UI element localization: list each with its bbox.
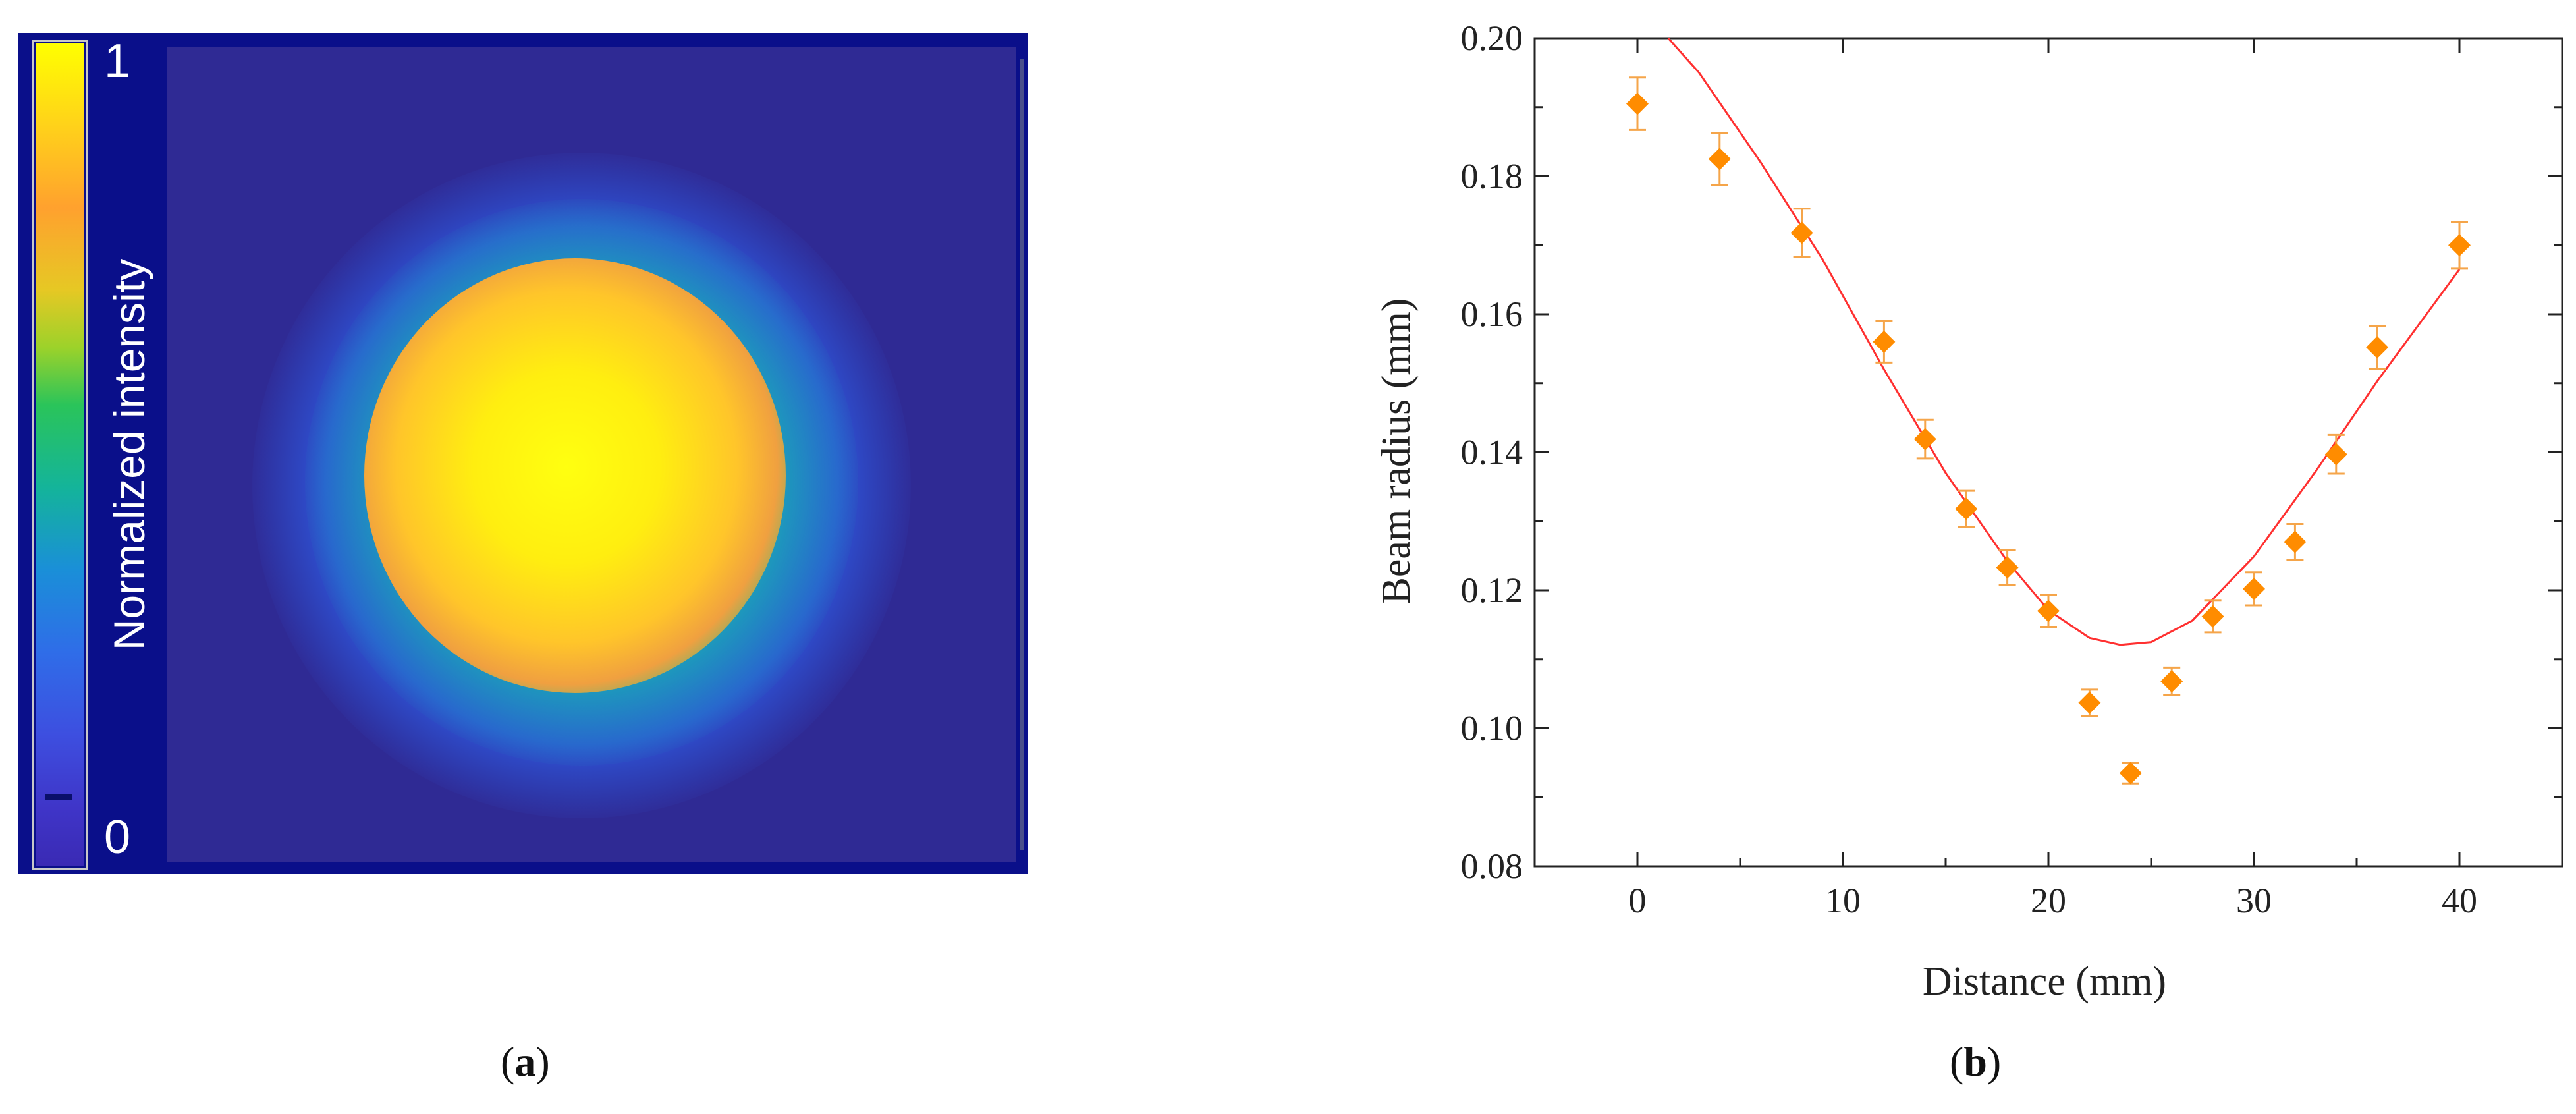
x-tick-label: 0 [1629,881,1647,920]
y-tick-label: 0.14 [1461,433,1523,472]
data-point [2366,336,2389,359]
caption-a-letter: a [514,1038,536,1085]
data-point [2201,605,2224,628]
data-point [2037,599,2060,623]
colorbar-marker [45,794,72,800]
colorbar-min-label: 0 [104,811,131,864]
beam-radius-chart: 0 10 20 30 40 0.08 0.10 0.12 0.14 0.16 0.18 0.20 Be… [1374,18,2563,1004]
intensity-heatmap [167,47,1016,862]
data-point [1790,221,1813,244]
image-frame-edge [1020,59,1024,850]
plot-area: 0 10 20 30 40 0.08 0.10 0.12 0.14 0.16 0.18 0.20 [1461,18,2563,920]
data-point [1873,330,1896,353]
data-point [1913,428,1936,451]
data-point [1708,148,1731,171]
x-tick-label: 20 [2031,881,2066,920]
colorbar [32,40,88,870]
y-tick-label: 0.10 [1461,709,1523,748]
data-point [2243,577,2265,600]
data-point [2284,530,2307,553]
x-axis-label: Distance (mm) [1923,959,2166,1004]
y-tick-label: 0.16 [1461,294,1523,334]
data-point [2448,234,2471,257]
heatmap-core [364,258,786,693]
data-point [2078,691,2101,714]
plot-frame [1533,37,2563,868]
caption-b: (b) [1950,1038,2002,1085]
beam-profile-image: 1 0 Normalized intensity [18,33,1028,874]
colorbar-title: Normalized intensity [105,258,153,651]
x-tick-label: 10 [1825,881,1861,920]
y-tick-label: 0.18 [1461,157,1523,196]
caption-a: (a) [501,1038,550,1085]
y-axis-label: Beam radius (mm) [1374,298,1419,605]
y-tick-label: 0.12 [1461,571,1523,610]
data-point [2324,443,2347,466]
x-tick-label: 40 [2442,881,2477,920]
data-point [1626,92,1649,115]
x-tick-label: 30 [2236,881,2272,920]
y-tick-label: 0.20 [1461,18,1523,58]
fit-curve [1667,38,2461,646]
data-point [1955,497,1978,520]
caption-b-letter: b [1963,1038,1987,1085]
data-point [2160,670,2183,693]
data-point [2119,762,2142,785]
y-tick-label: 0.08 [1461,847,1523,886]
colorbar-max-label: 1 [104,35,131,88]
data-point [1996,556,2019,579]
colorbar-gradient [36,43,84,866]
